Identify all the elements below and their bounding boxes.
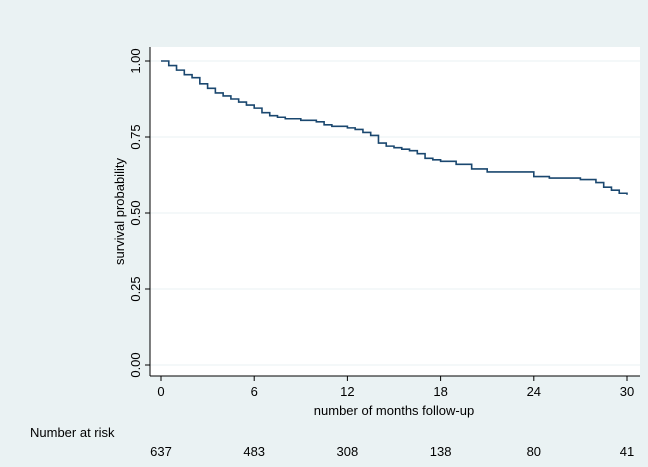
gridlines bbox=[150, 60, 640, 366]
y-axis-ticks: 0.00 0.25 0.50 0.75 1.00 bbox=[128, 48, 150, 378]
x-tick-label: 30 bbox=[620, 384, 634, 399]
x-tick-label: 18 bbox=[433, 384, 447, 399]
plot-area bbox=[150, 47, 640, 376]
at-risk-count: 483 bbox=[243, 444, 265, 459]
x-tick-label: 6 bbox=[251, 384, 258, 399]
at-risk-count: 637 bbox=[150, 444, 172, 459]
x-axis-label: number of months follow-up bbox=[314, 403, 474, 418]
y-tick-label: 0.75 bbox=[128, 124, 143, 149]
x-tick-label: 12 bbox=[340, 384, 354, 399]
number-at-risk-label: Number at risk bbox=[30, 425, 115, 440]
at-risk-count: 80 bbox=[527, 444, 541, 459]
x-axis-ticks: 0 6 12 18 24 30 bbox=[157, 376, 634, 399]
y-tick-label: 1.00 bbox=[128, 48, 143, 73]
y-tick-label: 0.25 bbox=[128, 276, 143, 301]
x-tick-label: 0 bbox=[157, 384, 164, 399]
y-tick-label: 0.50 bbox=[128, 200, 143, 225]
number-at-risk-values: 637 483 308 138 80 41 bbox=[150, 444, 634, 459]
y-tick-label: 0.00 bbox=[128, 352, 143, 377]
x-tick-label: 24 bbox=[527, 384, 541, 399]
at-risk-count: 41 bbox=[620, 444, 634, 459]
at-risk-count: 308 bbox=[337, 444, 359, 459]
survival-curve bbox=[161, 60, 628, 195]
y-axis-label: survival probability bbox=[112, 158, 127, 265]
at-risk-count: 138 bbox=[430, 444, 452, 459]
